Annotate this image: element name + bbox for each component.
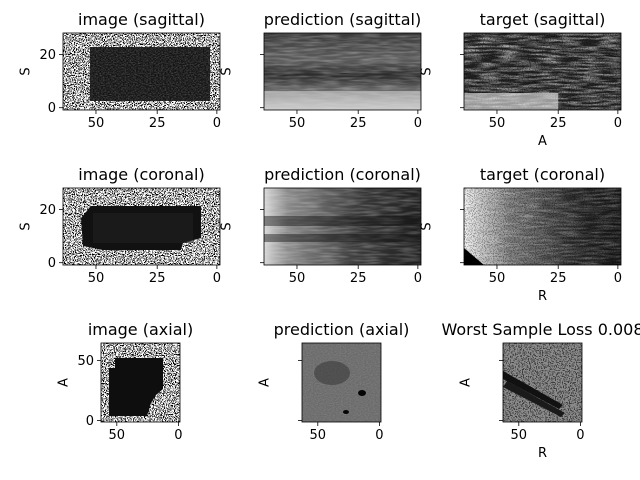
x-tick-label: 50	[289, 116, 306, 131]
panel-p6: target (coronal) S 50 25 0 R	[420, 165, 623, 304]
x-tick-label: 50	[489, 271, 506, 286]
x-tick-label: 50	[88, 271, 105, 286]
image-content	[503, 343, 582, 422]
panel-title: target (coronal)	[480, 165, 605, 184]
panel-p7: image (axial) A 50 0 50 0	[57, 320, 194, 443]
axes-frame	[463, 32, 622, 111]
panel-p1: image (sagittal) S 50 25 0 20 0	[19, 10, 222, 131]
axes-frame	[263, 187, 422, 266]
panel-title: image (sagittal)	[78, 10, 205, 29]
y-tick-label: 50	[77, 354, 94, 369]
y-tick-label: 0	[86, 414, 94, 429]
panel-title: target (sagittal)	[480, 10, 606, 29]
x-tick-label: 50	[511, 428, 528, 443]
panel-p9: Worst Sample Loss 0.008 A 50 0 R	[441, 320, 640, 461]
y-axis-label: S	[420, 222, 435, 230]
x-tick-label: 0	[576, 428, 584, 443]
y-tick-label: 20	[39, 203, 56, 218]
axes-frame	[263, 32, 422, 111]
panel-title: prediction (axial)	[274, 320, 410, 339]
x-tick-label: 0	[213, 116, 221, 131]
y-axis-label: S	[220, 222, 235, 230]
panel-p2: prediction (sagittal) S 50 25 0	[220, 10, 423, 131]
x-axis-label: R	[538, 289, 547, 304]
image-content	[464, 33, 621, 110]
panel-title: prediction (coronal)	[264, 165, 421, 184]
x-tick-label: 25	[550, 116, 567, 131]
x-tick-label: 0	[174, 428, 182, 443]
y-axis-label: S	[220, 67, 235, 75]
y-tick-label: 0	[48, 256, 56, 271]
panel-p5: prediction (coronal) S 50 25 0	[220, 165, 423, 286]
x-tick-label: 0	[414, 271, 422, 286]
x-tick-label: 50	[109, 428, 126, 443]
axes-frame	[100, 342, 181, 423]
panel-title: Worst Sample Loss 0.008	[441, 320, 640, 339]
x-tick-label: 50	[289, 271, 306, 286]
image-content	[302, 343, 381, 422]
panel-p4: image (coronal) S 50 25 0 20 0	[19, 165, 222, 286]
x-tick-label: 0	[614, 116, 622, 131]
x-tick-label: 25	[350, 116, 367, 131]
panel-title: prediction (sagittal)	[264, 10, 421, 29]
x-tick-label: 0	[375, 428, 383, 443]
axes-frame	[502, 342, 583, 423]
y-tick-label: 20	[39, 48, 56, 63]
axes-frame	[62, 32, 221, 111]
panel-p8: prediction (axial) A 50 0	[258, 320, 410, 443]
x-tick-label: 50	[310, 428, 327, 443]
x-tick-label: 25	[149, 116, 166, 131]
x-tick-label: 0	[213, 271, 221, 286]
image-content	[264, 33, 421, 110]
axes-frame	[62, 187, 221, 266]
y-axis-label: S	[420, 67, 435, 75]
image-content	[264, 188, 421, 265]
x-tick-label: 50	[88, 116, 105, 131]
x-tick-label: 25	[350, 271, 367, 286]
axes-frame	[463, 187, 622, 266]
axes-frame	[301, 342, 382, 423]
image-content	[63, 188, 220, 265]
x-tick-label: 25	[149, 271, 166, 286]
panel-title: image (coronal)	[78, 165, 204, 184]
x-tick-label: 0	[414, 116, 422, 131]
y-tick-label: 0	[48, 101, 56, 116]
y-axis-label: S	[19, 67, 34, 75]
image-content	[464, 188, 621, 265]
x-axis-label: A	[538, 134, 547, 149]
y-axis-label: A	[258, 378, 273, 387]
y-axis-label: A	[459, 378, 474, 387]
panel-title: image (axial)	[88, 320, 193, 339]
x-axis-label: R	[538, 446, 547, 461]
x-tick-label: 25	[550, 271, 567, 286]
y-axis-label: S	[19, 222, 34, 230]
x-tick-label: 0	[614, 271, 622, 286]
image-content	[63, 33, 220, 110]
panel-p3: target (sagittal) S 50 25 0 A	[420, 10, 623, 149]
y-axis-label: A	[57, 378, 72, 387]
x-tick-label: 50	[489, 116, 506, 131]
image-content	[101, 343, 180, 422]
